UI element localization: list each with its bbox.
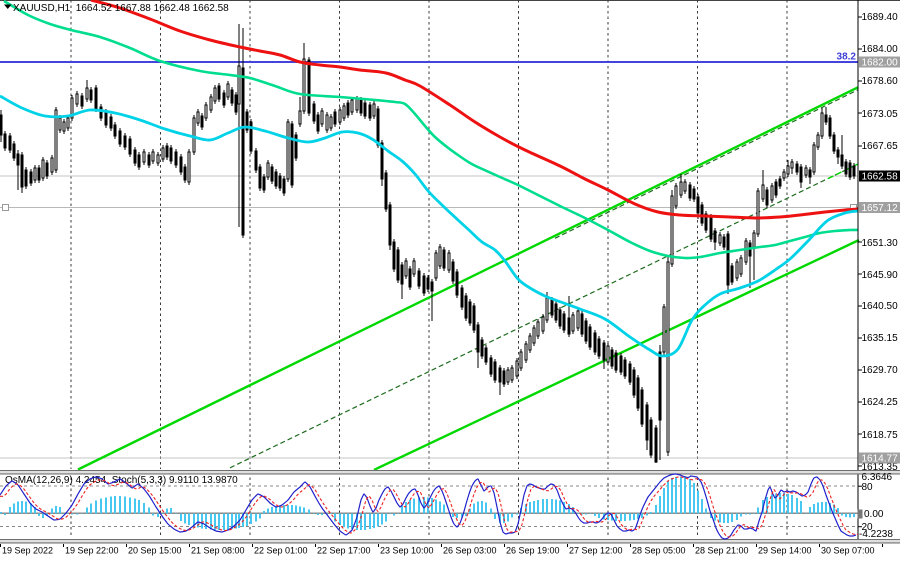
svg-text:1662.58: 1662.58 <box>862 172 899 183</box>
svg-text:1613.35: 1613.35 <box>862 462 899 473</box>
svg-text:1614.77: 1614.77 <box>862 454 899 465</box>
svg-text:1689.40: 1689.40 <box>862 12 899 23</box>
svg-text:23 Sep 10:00: 23 Sep 10:00 <box>380 546 434 556</box>
svg-text:27 Sep 12:00: 27 Sep 12:00 <box>569 546 623 556</box>
svg-text:1624.25: 1624.25 <box>862 397 899 408</box>
svg-text:19 Sep 22:00: 19 Sep 22:00 <box>65 546 119 556</box>
svg-text:20 Sep 15:00: 20 Sep 15:00 <box>128 546 182 556</box>
svg-text:20: 20 <box>862 522 874 533</box>
svg-text:26 Sep 19:00: 26 Sep 19:00 <box>506 546 560 556</box>
svg-text:1645.90: 1645.90 <box>862 270 899 281</box>
svg-text:6.3646: 6.3646 <box>862 472 893 483</box>
svg-text:28 Sep 05:00: 28 Sep 05:00 <box>632 546 686 556</box>
svg-text:28 Sep 21:00: 28 Sep 21:00 <box>695 546 749 556</box>
svg-text:1673.05: 1673.05 <box>862 109 899 120</box>
svg-text:1682.00: 1682.00 <box>862 58 899 69</box>
svg-text:1640.50: 1640.50 <box>862 301 899 312</box>
svg-text:1684.00: 1684.00 <box>862 44 899 55</box>
svg-text:1667.65: 1667.65 <box>862 141 899 152</box>
svg-text:1635.15: 1635.15 <box>862 333 899 344</box>
svg-text:30 Sep 07:00: 30 Sep 07:00 <box>821 546 875 556</box>
svg-text:22 Sep 01:00: 22 Sep 01:00 <box>254 546 308 556</box>
svg-text:80: 80 <box>862 482 874 493</box>
svg-text:21 Sep 08:00: 21 Sep 08:00 <box>191 546 245 556</box>
svg-text:19 Sep 2022: 19 Sep 2022 <box>2 546 53 556</box>
svg-text:29 Sep 14:00: 29 Sep 14:00 <box>758 546 812 556</box>
svg-text:1657.12: 1657.12 <box>862 203 899 214</box>
svg-text:22 Sep 17:00: 22 Sep 17:00 <box>317 546 371 556</box>
svg-text:1678.60: 1678.60 <box>862 76 899 87</box>
svg-text:-4.2238: -4.2238 <box>859 529 893 540</box>
svg-text:1618.75: 1618.75 <box>862 430 899 441</box>
svg-text:XAUUSD,H1 1664.52 1667.88 166: XAUUSD,H1 1664.52 1667.88 1662.48 1662.5… <box>13 3 229 14</box>
svg-text:38.2: 38.2 <box>837 52 857 63</box>
svg-text:26 Sep 03:00: 26 Sep 03:00 <box>443 546 497 556</box>
svg-text:1629.70: 1629.70 <box>862 365 899 376</box>
svg-text:1651.30: 1651.30 <box>862 238 899 249</box>
svg-text:0.00: 0.00 <box>864 509 884 520</box>
